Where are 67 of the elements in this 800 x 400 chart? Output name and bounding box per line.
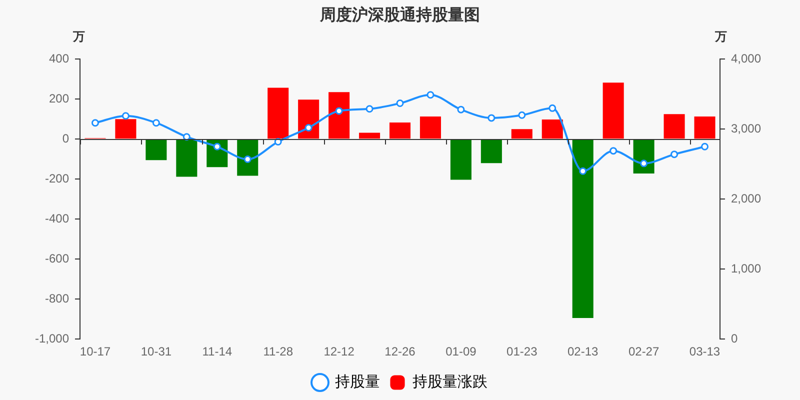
y-tick-label: 400 [48,52,70,66]
point [122,112,130,120]
bar [115,119,136,139]
y-axis-title: 万 [72,30,85,44]
point [396,100,404,108]
bar [146,140,167,160]
y-tick-label: 0 [62,131,70,146]
legend-label: 持股量 [335,374,380,391]
point [701,142,709,150]
bar [298,100,320,139]
x-tick-label: 03-13 [689,344,720,359]
y2-axis-title: 万 [714,30,727,44]
chart-title: 周度沪深股通持股量图 [319,5,480,24]
bar [542,120,563,139]
bar [328,92,350,139]
y-tick-label: -1,000 [34,331,70,346]
x-tick-label: 10-31 [140,344,172,359]
legend-label: 持股量涨跌 [412,374,488,391]
point [335,107,343,115]
bar [664,114,685,139]
point [366,105,374,113]
x-tick-label: 11-14 [202,344,232,359]
x-tick-label: 02-13 [568,344,599,359]
bar [511,129,532,139]
y-tick-label: -600 [44,251,70,266]
y-tick-label: -200 [44,171,70,186]
point [152,119,160,127]
point [488,114,496,122]
bar [176,140,198,177]
y2-tick-label: 4,000 [731,52,762,66]
x-tick-label: 01-23 [506,344,538,359]
y-tick-label: -400 [44,211,70,226]
point [426,91,434,99]
y2-tick-label: 2,000 [731,191,762,206]
x-tick-label: 11-28 [263,344,294,359]
y2-tick-label: 0 [731,331,738,346]
point [182,133,190,141]
bar [389,122,411,139]
x-tick-label: 01-09 [446,344,477,359]
point [670,150,678,158]
x-tick-label: 12-26 [384,344,416,359]
bar [237,140,258,176]
y-tick-label: 200 [48,91,70,106]
point [213,142,221,150]
point [244,155,252,163]
bar [450,140,472,180]
bar [268,88,289,139]
bar [480,140,502,164]
point [640,160,648,168]
y2-tick-label: 1,000 [731,261,762,276]
bar [572,140,594,318]
x-tick-label: 02-27 [628,344,660,359]
x-tick-label: 10-17 [80,344,111,359]
point [518,111,526,119]
y-tick-label: -800 [44,291,70,306]
bar [359,132,380,139]
bar [602,82,624,139]
y2-tick-label: 3,000 [731,121,762,136]
bar [420,116,441,139]
x-tick-label: 12-12 [324,344,355,359]
point [610,147,618,155]
point [548,104,556,112]
point [579,167,587,175]
bar [694,116,716,139]
point [457,106,465,114]
point [304,124,312,132]
point [91,119,99,127]
